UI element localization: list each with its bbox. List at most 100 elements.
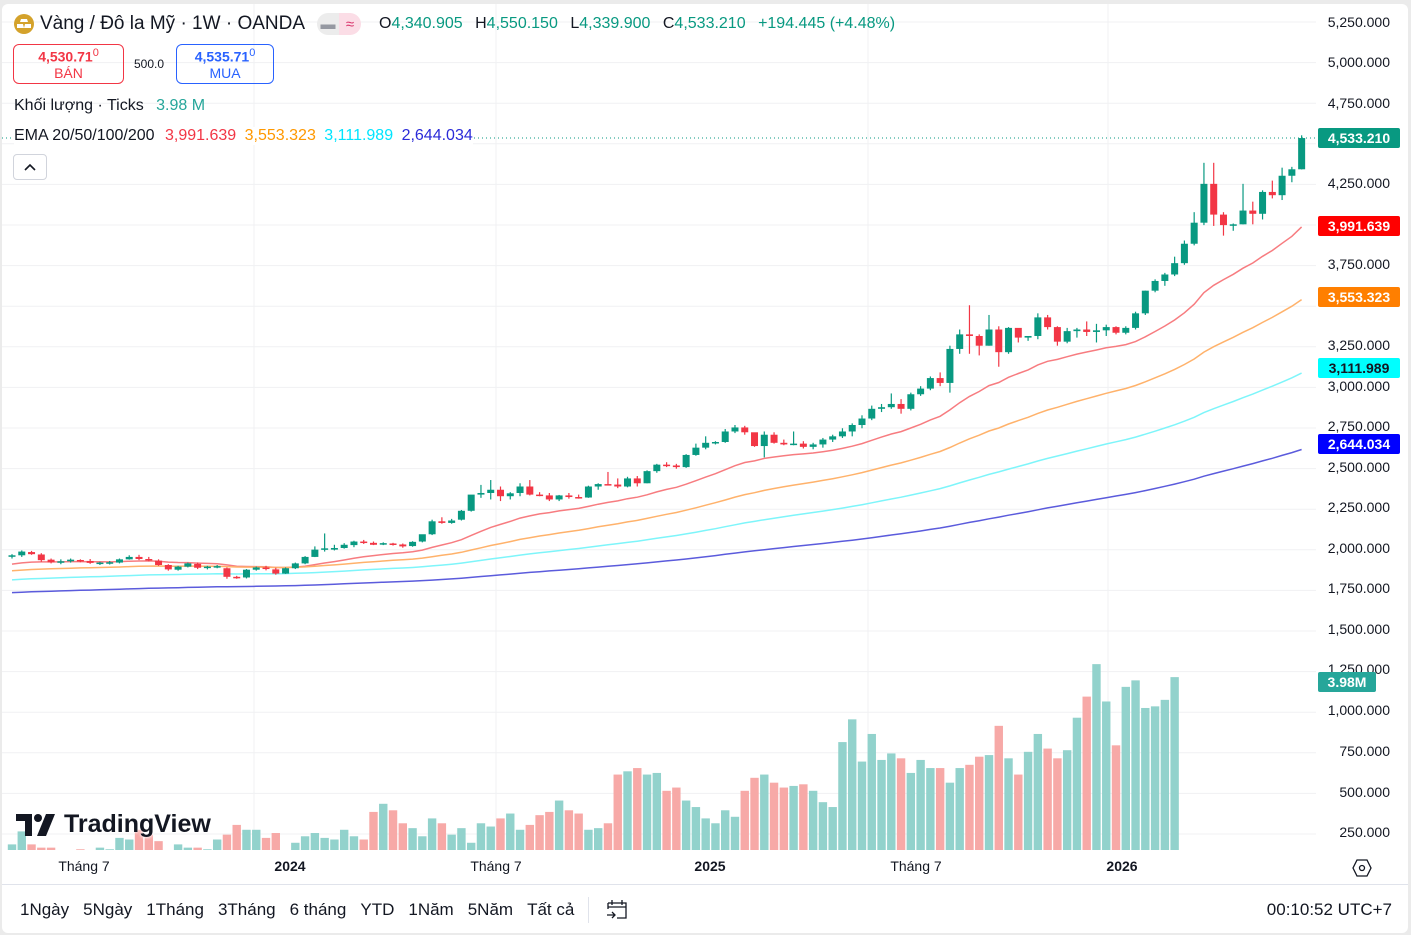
candle-body — [1268, 191, 1276, 196]
candle-body — [262, 567, 270, 570]
volume-bar — [222, 834, 232, 850]
time-label: 2026 — [1106, 858, 1138, 874]
volume-bar — [701, 818, 710, 850]
range-1y[interactable]: 1Năm — [408, 899, 454, 919]
candle — [643, 470, 651, 484]
collapse-legend-button[interactable] — [13, 154, 47, 180]
candle — [350, 540, 358, 548]
sell-button[interactable]: 4,530.710 BÁN — [13, 44, 124, 84]
candle-body — [467, 494, 475, 511]
candle-body — [428, 521, 436, 535]
chart-canvas[interactable] — [2, 4, 1408, 884]
go-to-date-button[interactable] — [605, 898, 629, 922]
candle — [917, 386, 925, 396]
candle — [448, 518, 456, 524]
candle — [1278, 167, 1286, 201]
volume-bar — [173, 844, 183, 850]
candle-body — [1141, 290, 1149, 314]
candle-body — [1180, 243, 1188, 264]
volume-bar — [447, 834, 456, 850]
volume-legend[interactable]: Khối lượng · Ticks 3.98 M — [14, 97, 205, 115]
candle — [624, 476, 632, 488]
ema20-line — [11, 226, 1303, 569]
candle-body — [829, 436, 837, 440]
chart-window: Vàng / Đô la Mỹ · 1W · OANDA ▬ ≈ O4,340.… — [2, 4, 1408, 933]
candle — [1053, 326, 1061, 346]
candle-body — [1053, 327, 1061, 342]
chart-settings-button[interactable] — [1352, 859, 1372, 882]
candle-body — [643, 471, 651, 484]
toolbar-divider — [588, 896, 590, 923]
candle — [751, 432, 759, 447]
range-all[interactable]: Tất cả — [527, 899, 575, 919]
volume-bar — [594, 828, 603, 850]
volume-bar — [721, 810, 730, 850]
volume-bar — [867, 733, 876, 850]
ema200-value: 2,644.034 — [401, 127, 473, 144]
volume-bar — [789, 785, 798, 850]
clock-timezone[interactable]: 00:10:52 UTC+7 — [1266, 899, 1392, 919]
candle — [1112, 326, 1120, 335]
candle — [213, 565, 221, 569]
range-6m[interactable]: 6 tháng — [289, 899, 347, 919]
candle-body — [751, 432, 759, 447]
range-ytd[interactable]: YTD — [360, 899, 395, 919]
volume-bar — [633, 768, 642, 850]
candle — [985, 314, 993, 346]
candle — [575, 494, 583, 499]
candle-body — [1219, 214, 1227, 226]
volume-bar — [27, 844, 36, 850]
candle — [360, 539, 368, 544]
candle — [301, 556, 309, 565]
volume-bar — [828, 807, 837, 850]
candle — [330, 544, 338, 551]
candle-body — [18, 551, 26, 556]
price-axis-label: 1,750.000 — [1327, 580, 1390, 596]
candle-body — [985, 329, 993, 346]
symbol-title[interactable]: Vàng / Đô la Mỹ · 1W · OANDA — [40, 13, 306, 34]
candle — [711, 441, 719, 445]
candle-body — [37, 554, 45, 561]
volume-bar — [808, 790, 818, 850]
volume-bar — [1053, 758, 1062, 850]
candle — [477, 484, 485, 498]
candle — [28, 550, 36, 555]
candle — [760, 431, 768, 458]
candle-body — [1239, 210, 1247, 225]
candle-body — [604, 484, 612, 486]
buy-button[interactable]: 4,535.710 MUA — [176, 44, 275, 84]
candle-body — [1210, 183, 1218, 215]
candle-body — [1014, 327, 1022, 338]
volume-bar — [1023, 751, 1033, 850]
range-5d[interactable]: 5Ngày — [83, 899, 133, 919]
candle-body — [926, 378, 934, 389]
range-5y[interactable]: 5Năm — [467, 899, 514, 919]
candle-body — [1024, 335, 1032, 338]
candle-body — [702, 442, 710, 448]
candle — [1210, 162, 1218, 226]
candle-body — [135, 556, 143, 560]
candle-body — [1249, 210, 1257, 214]
volume-bar — [427, 818, 437, 850]
candle — [272, 567, 280, 575]
range-1d[interactable]: 1Ngày — [20, 899, 70, 919]
ema-legend[interactable]: EMA 20/50/100/200 3,991.639 3,553.323 3,… — [14, 127, 473, 145]
candle-body — [497, 489, 504, 497]
candle — [1249, 201, 1257, 225]
candle — [194, 562, 202, 570]
volume-bar — [574, 813, 583, 850]
close-label: C — [662, 15, 675, 32]
range-3m[interactable]: 3Tháng — [217, 899, 276, 919]
candle — [37, 553, 45, 562]
candle-body — [506, 493, 514, 497]
low-value: 4,339.900 — [579, 15, 651, 32]
volume-bar — [613, 774, 622, 850]
volume-bar — [984, 755, 994, 850]
candle-body — [233, 576, 241, 579]
volume-bar — [7, 844, 17, 850]
buy-price: 4,535.71 — [194, 48, 250, 65]
status-pill[interactable]: ▬ ≈ — [317, 13, 362, 35]
volume-bar — [252, 829, 261, 850]
candle-body — [858, 418, 866, 426]
range-1m[interactable]: 1Tháng — [146, 899, 204, 919]
